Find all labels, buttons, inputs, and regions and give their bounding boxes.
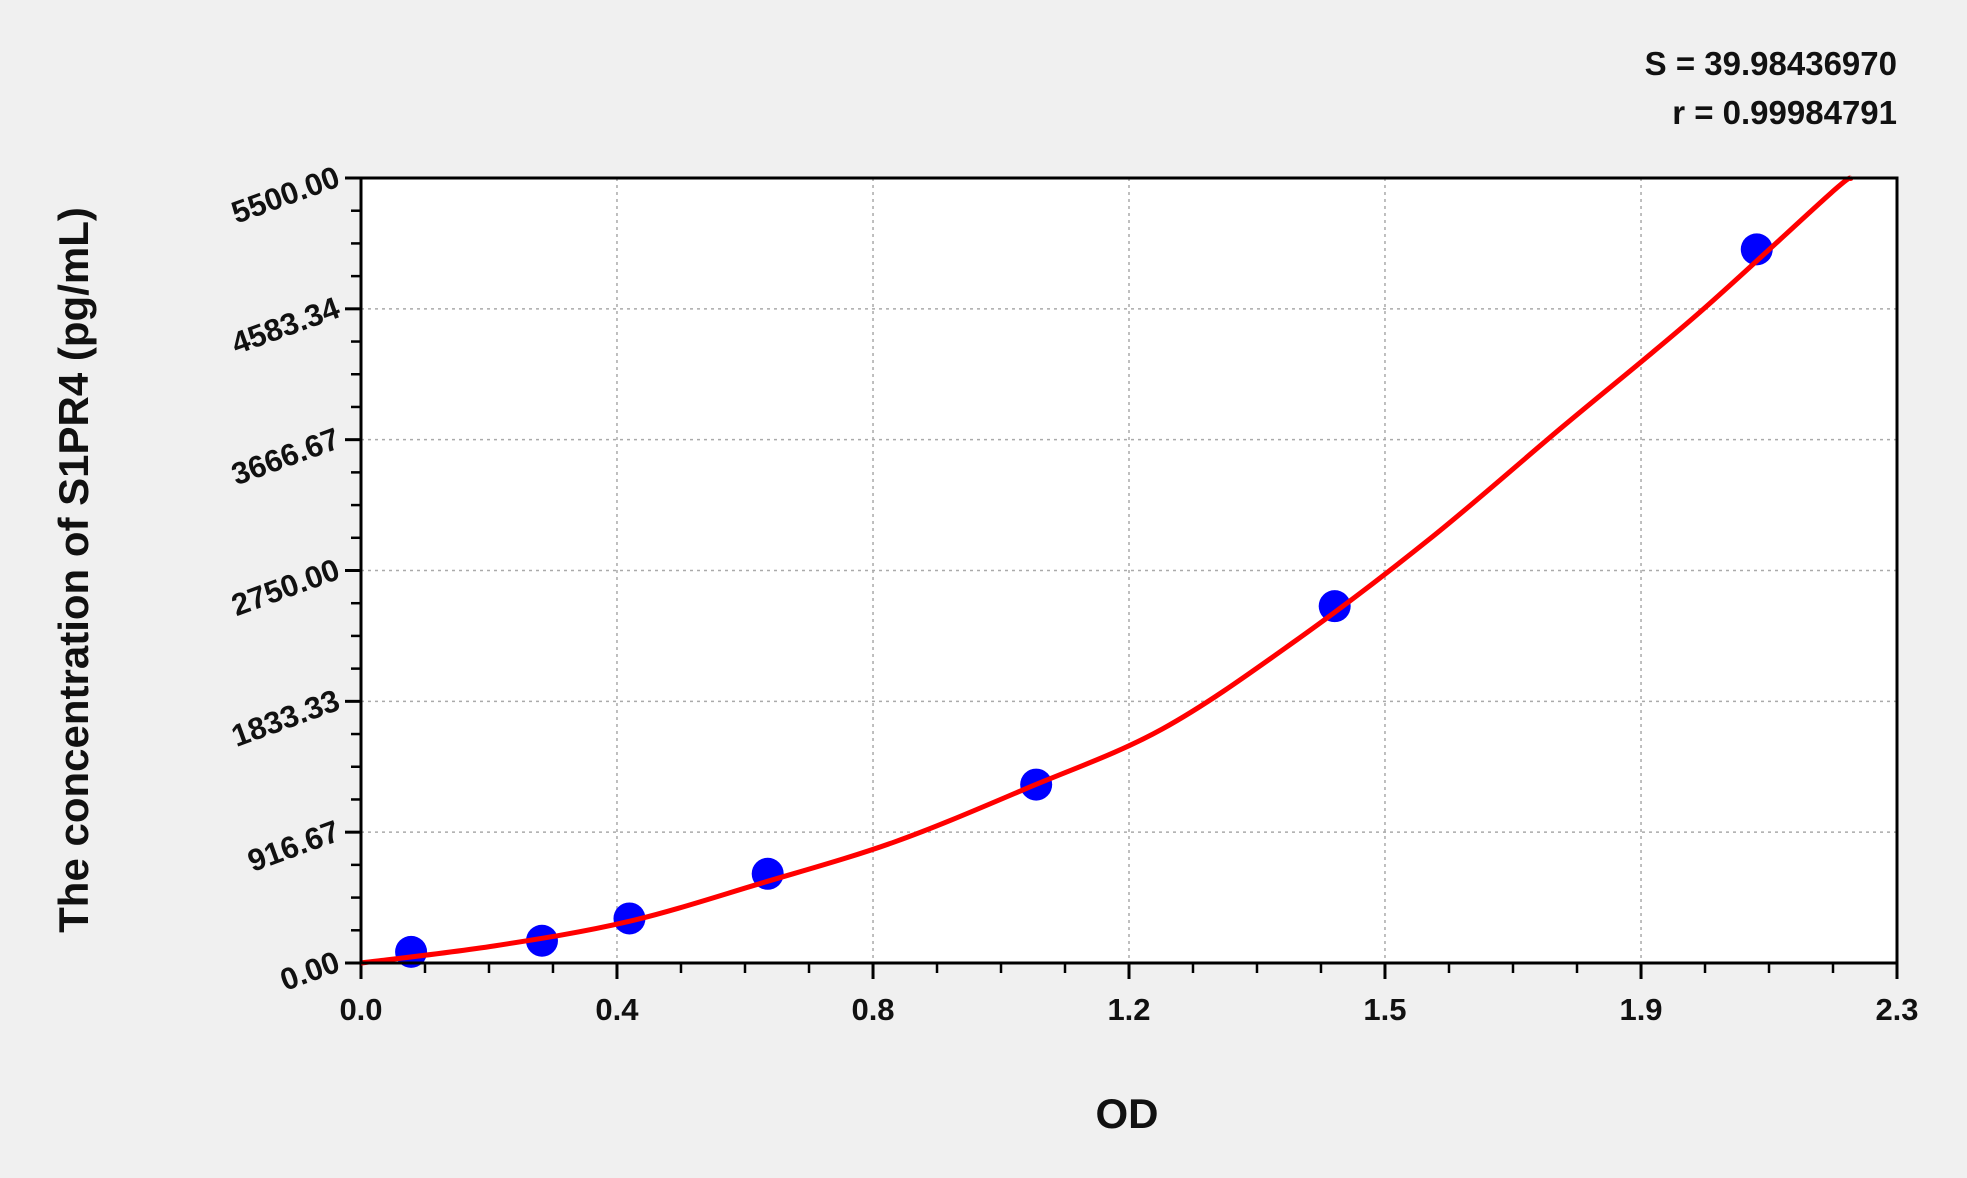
x-tick-label: 2.3: [1875, 992, 1918, 1027]
y-tick-label: 4583.34: [227, 290, 345, 361]
y-tick-label: 2750.00: [227, 552, 344, 623]
x-tick-label: 1.5: [1363, 992, 1406, 1027]
y-tick-label: 916.67: [243, 813, 344, 878]
y-axis-label: The concentration of S1PR4 (pg/mL): [50, 207, 97, 933]
x-tick-label: 0.0: [339, 992, 382, 1027]
x-tick-label: 1.9: [1619, 992, 1662, 1027]
y-tick-label: 3666.67: [227, 421, 344, 492]
y-tick-label: 1833.33: [227, 683, 344, 754]
fit-curve: [360, 175, 1854, 966]
data-point: [1740, 233, 1773, 266]
stat-r: r = 0.99984791: [1672, 94, 1897, 131]
stat-s: S = 39.98436970: [1645, 45, 1897, 82]
x-tick-label: 0.8: [851, 992, 894, 1027]
x-axis-label: OD: [1096, 1090, 1159, 1137]
plot-frame: [359, 176, 1899, 965]
y-tick-label: 0.00: [275, 944, 344, 998]
data-point: [1318, 590, 1351, 623]
y-tick-label: 5500.00: [227, 159, 344, 230]
x-tick-label: 1.2: [1107, 992, 1150, 1027]
data-point: [613, 902, 646, 935]
x-tick-label: 0.4: [595, 992, 639, 1027]
grid: [361, 178, 1897, 963]
